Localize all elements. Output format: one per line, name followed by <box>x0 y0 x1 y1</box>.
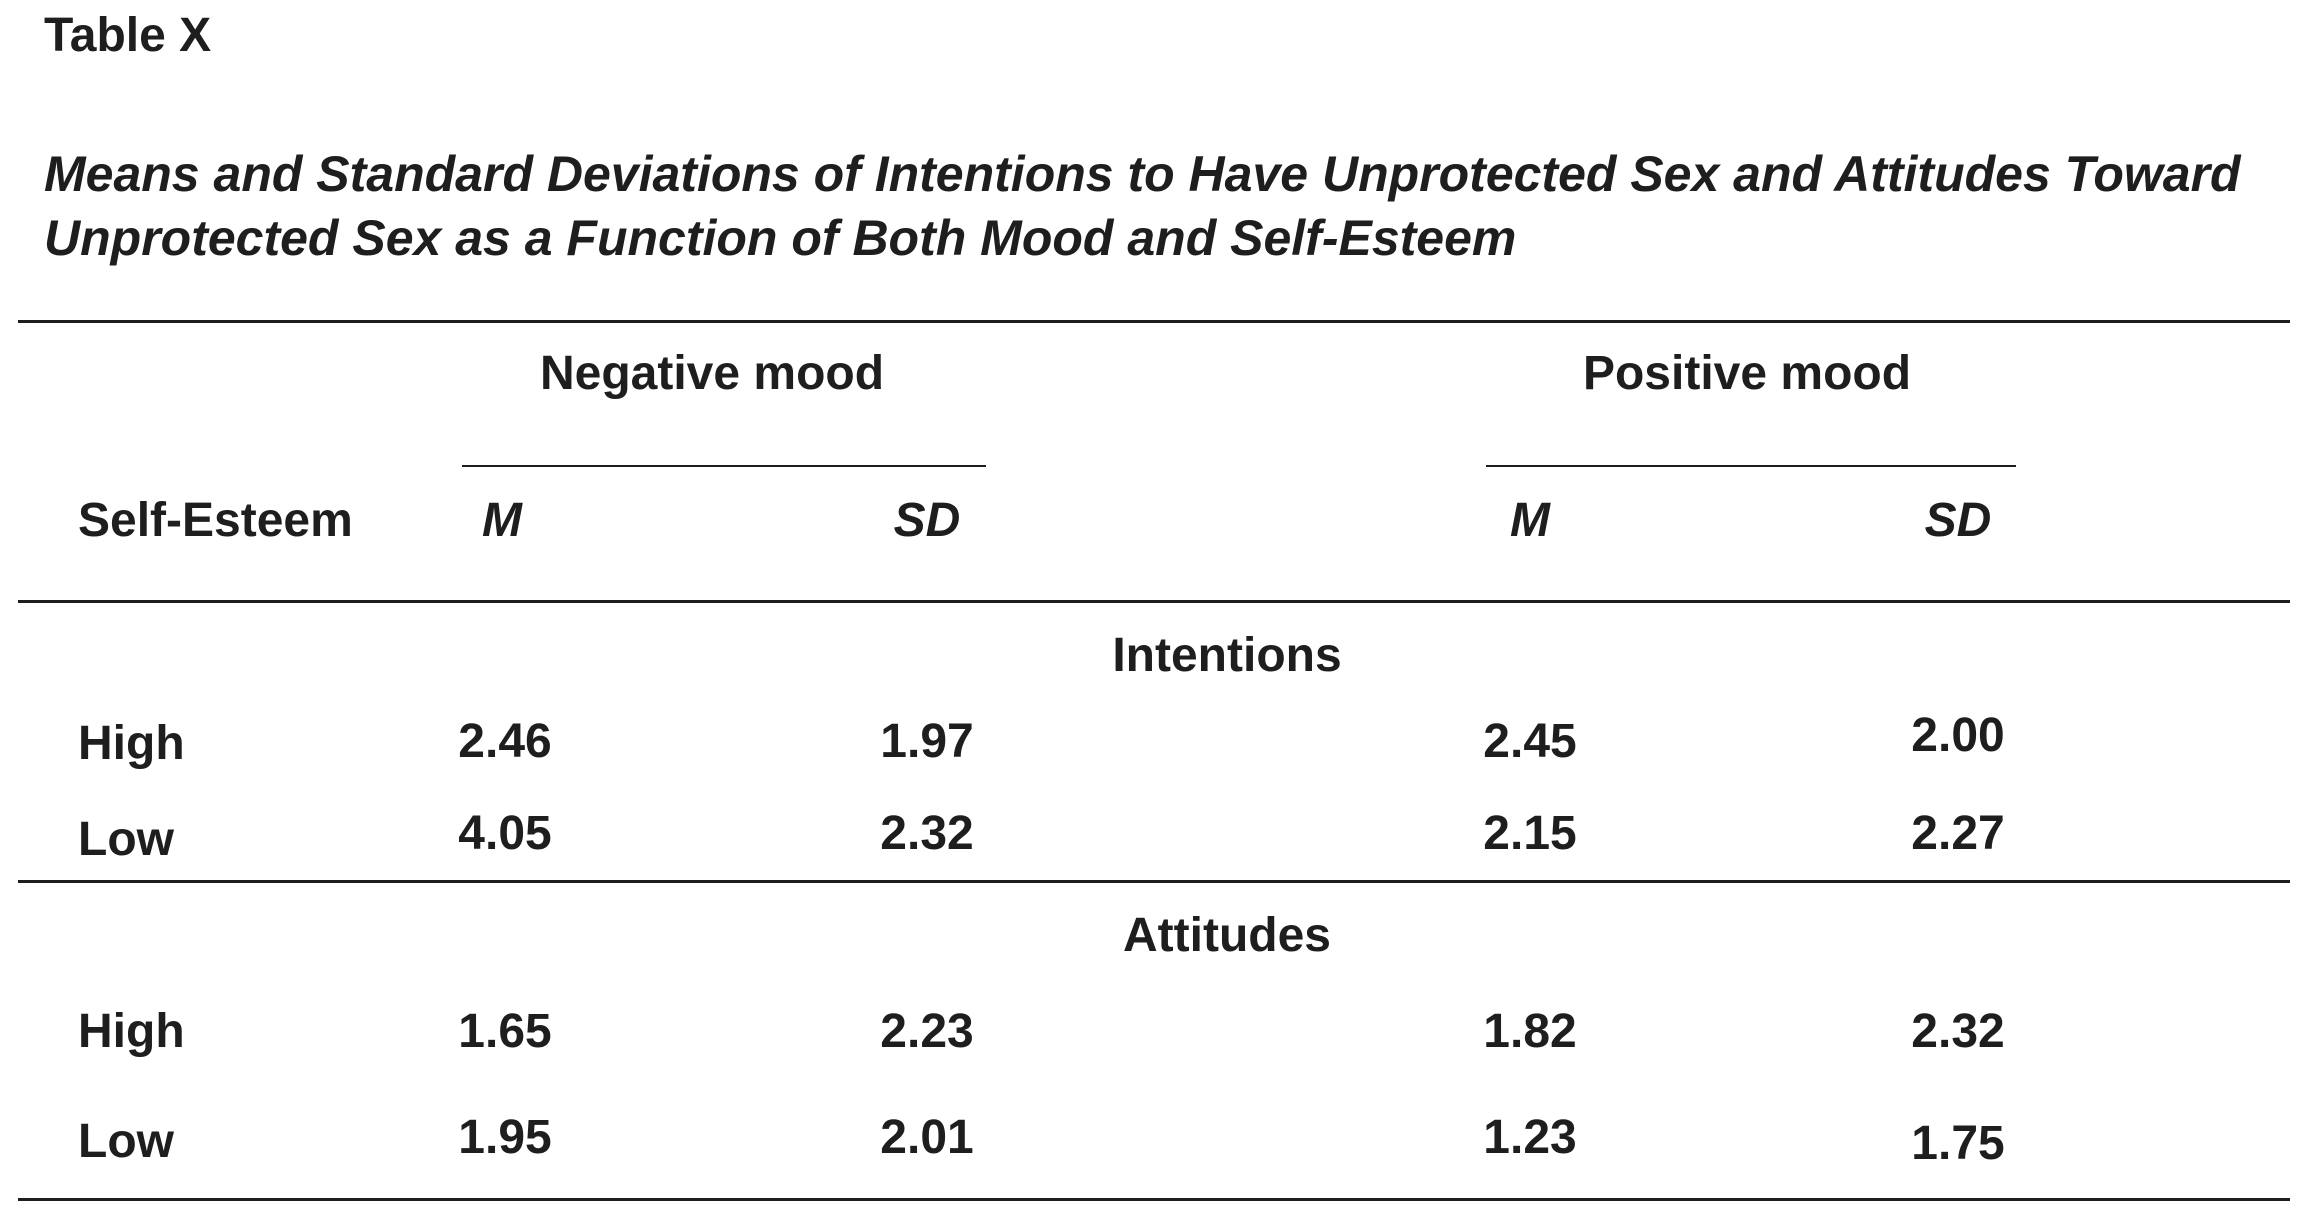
cell-negative-m: 1.95 <box>458 1111 552 1164</box>
cell-negative-sd: 1.97 <box>880 715 974 768</box>
cell-negative-sd: 2.01 <box>880 1111 974 1164</box>
cell-negative-m: 2.46 <box>458 715 552 768</box>
cell-negative-sd: 2.23 <box>880 1005 974 1058</box>
negative-mood-spanner-rule <box>462 465 986 467</box>
cell-positive-m: 1.82 <box>1483 1005 1577 1058</box>
row-label: Low <box>78 813 174 866</box>
cell-positive-m: 1.23 <box>1483 1111 1577 1164</box>
row-label: Low <box>78 1115 174 1168</box>
cell-negative-sd: 2.32 <box>880 807 974 860</box>
group-header-positive-mood: Positive mood <box>1582 347 1912 400</box>
row-header-self-esteem: Self-Esteem <box>78 494 353 547</box>
positive-mood-spanner-rule <box>1486 465 2016 467</box>
table-caption: Means and Standard Deviations of Intenti… <box>44 146 2241 266</box>
column-header-positive-sd: SD <box>1924 494 1992 547</box>
section-title-attitudes: Attitudes <box>1123 909 1331 962</box>
header-rule <box>18 600 2290 603</box>
bottom-rule <box>18 1198 2290 1201</box>
section-rule <box>18 880 2290 883</box>
top-rule <box>18 320 2290 323</box>
cell-negative-m: 1.65 <box>458 1005 552 1058</box>
cell-negative-m: 4.05 <box>458 807 552 860</box>
cell-positive-sd: 2.00 <box>1911 709 2005 762</box>
cell-positive-m: 2.15 <box>1483 807 1577 860</box>
row-label: High <box>78 1005 185 1058</box>
group-header-negative-mood: Negative mood <box>539 347 885 400</box>
cell-positive-sd: 2.27 <box>1911 807 2005 860</box>
column-header-negative-m: M <box>482 494 522 547</box>
row-label: High <box>78 717 185 770</box>
column-header-negative-sd: SD <box>893 494 961 547</box>
cell-positive-sd: 1.75 <box>1911 1117 2005 1170</box>
cell-positive-m: 2.45 <box>1483 715 1577 768</box>
table-label: Table X <box>44 9 212 62</box>
column-header-positive-m: M <box>1510 494 1550 547</box>
cell-positive-sd: 2.32 <box>1911 1005 2005 1058</box>
section-title-intentions: Intentions <box>1112 629 1342 682</box>
